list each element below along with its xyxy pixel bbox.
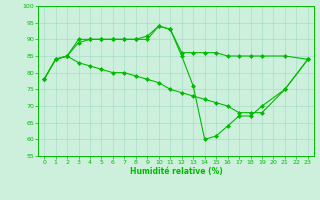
X-axis label: Humidité relative (%): Humidité relative (%) xyxy=(130,167,222,176)
